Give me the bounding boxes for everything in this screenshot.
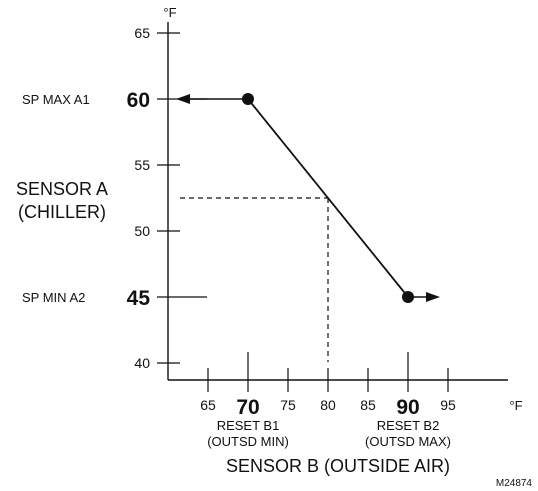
y-axis-title: (CHILLER)	[18, 202, 106, 222]
y-unit-label: °F	[163, 5, 176, 20]
setpoint-name: SP MIN A2	[22, 290, 85, 305]
x-tick-label: 95	[440, 397, 456, 413]
reset-label: (OUTSD MIN)	[207, 434, 289, 449]
limit-arrow	[176, 94, 248, 104]
reset-label: RESET B2	[377, 418, 440, 433]
guide-lines	[180, 197, 329, 362]
y-axis-title: SENSOR A	[16, 179, 108, 199]
y-tick-label: 50	[134, 223, 150, 239]
limit-arrow	[408, 292, 440, 302]
series	[176, 93, 440, 303]
reset-label: (OUTSD MAX)	[365, 434, 451, 449]
y-tick-label: 65	[134, 25, 150, 41]
y-highlight-label: 60	[127, 89, 150, 112]
x-highlight-label: 90	[396, 396, 419, 419]
y-tick-label: 55	[134, 157, 150, 173]
axes	[157, 22, 508, 392]
y-tick-label: 40	[134, 355, 150, 371]
x-axis-title: SENSOR B (OUTSIDE AIR)	[226, 456, 450, 476]
x-tick-label: 75	[280, 397, 296, 413]
figure-id: M24874	[496, 478, 533, 489]
setpoint-name: SP MAX A1	[22, 92, 90, 107]
y-highlight-label: 45	[127, 287, 151, 310]
x-unit-label: °F	[509, 398, 522, 413]
x-tick-label: 65	[200, 397, 216, 413]
labels: 40 50 55 65 60 SP MAX A1 45 SP MIN A2 65 75 80 85 95…	[16, 5, 532, 489]
reset-label: RESET B1	[217, 418, 280, 433]
x-highlight-label: 70	[236, 396, 259, 419]
reset-line	[247, 98, 409, 298]
x-tick-label: 85	[360, 397, 376, 413]
x-tick-label: 80	[320, 397, 336, 413]
